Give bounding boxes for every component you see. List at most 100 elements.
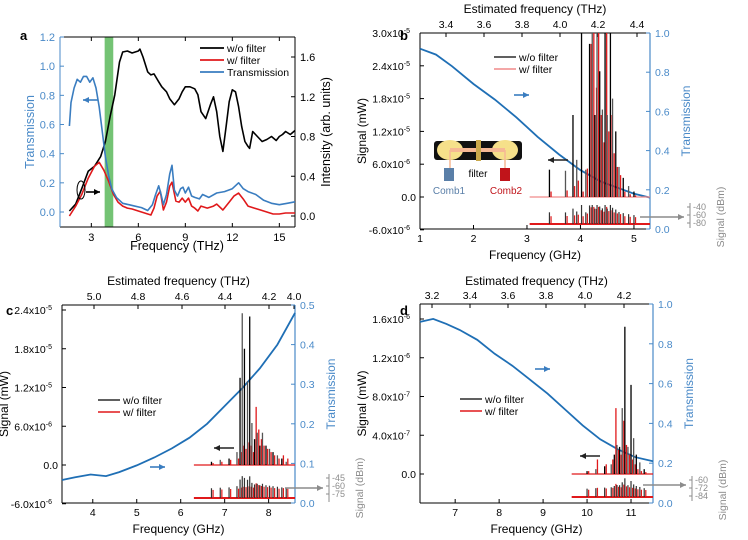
- legend-label: w/ filter: [226, 55, 261, 67]
- y-tick-label: 6.0x10-6: [372, 159, 410, 171]
- legend-label-w-filter: w/ filter: [122, 407, 157, 419]
- comb1-label: Comb1: [433, 186, 466, 197]
- y-tick-label: 1.2x10-5: [14, 383, 52, 395]
- top-tick-label: 3.2: [425, 290, 440, 302]
- y2-tick-label: 0.0: [300, 498, 315, 510]
- comb2-label: Comb2: [490, 186, 523, 197]
- arrow-right-transmission-head: [523, 92, 529, 98]
- arrow-right-intensity-head: [94, 189, 100, 195]
- y2-axis-title: Transmission: [679, 86, 693, 157]
- y-tick-label: 1.2: [40, 32, 55, 44]
- legend-label-w-filter: w/ filter: [484, 406, 519, 418]
- arrow-left-signal-head: [580, 453, 586, 459]
- y-tick-label: 0.2: [40, 178, 55, 190]
- arrow-right-transmission-head: [159, 464, 165, 470]
- x-tick-label: 5: [631, 233, 637, 245]
- legend-label: w/o filter: [226, 43, 267, 55]
- dbm-tick-label: -84: [695, 491, 708, 501]
- dbm-tick-label: -40: [693, 202, 706, 212]
- y-tick-label: 0.6: [40, 120, 55, 132]
- arrow-dbm-head: [678, 214, 684, 220]
- dbm-tick-label: -60: [695, 475, 708, 485]
- x-axis-title: Frequency (GHz): [490, 522, 582, 536]
- dbm-axis-title: Signal (dBm): [717, 460, 729, 521]
- y-tick-label: 6.0x10-6: [14, 421, 52, 433]
- y-tick-label: 0.0: [401, 469, 416, 481]
- y-tick-label: 3.0x10-5: [372, 28, 410, 40]
- arrow-left-transmission-head: [83, 97, 89, 103]
- y-tick-label: 1.6x10-6: [372, 314, 410, 326]
- x-tick-label: 7: [452, 507, 458, 519]
- x-tick-label: 9: [540, 507, 546, 519]
- x-tick-label: 15: [273, 232, 285, 244]
- top-tick-label: 4.6: [175, 291, 190, 303]
- dbm-axis-title: Signal (dBm): [715, 187, 727, 248]
- y-tick-label: 1.0: [40, 61, 55, 73]
- top-tick-label: 3.6: [477, 19, 492, 31]
- y-tick-label: 1.2x10-6: [372, 353, 410, 365]
- series-transmission: [68, 75, 296, 212]
- dbm-tick-label: -75: [332, 489, 345, 499]
- y2-tick-label: 0.4: [658, 418, 673, 430]
- x-tick-label: 1: [417, 233, 423, 245]
- y-tick-label: 0.4: [40, 149, 55, 161]
- y-axis-title: Signal (mW): [355, 98, 369, 164]
- x-tick-label: 2: [471, 233, 477, 245]
- filter-element: [476, 140, 481, 161]
- dbm-axis-title: Signal (dBm): [354, 458, 366, 519]
- panel-b: b 1 2 3 4 5 3.4 3.6 3.8 4.0 4.2 4.4 Estimated freque…: [355, 2, 727, 262]
- y-axis-title: Signal (mW): [355, 370, 369, 436]
- series-w--filter: [68, 161, 295, 217]
- y-tick-label: 0.0: [401, 192, 416, 204]
- top-axis-title: Estimated frequency (THz): [465, 274, 608, 288]
- top-tick-label: 4.2: [262, 291, 277, 303]
- y2-tick-label: 0.1: [300, 458, 315, 470]
- dbm-tick-label: -60: [332, 481, 345, 491]
- y2-axis-title: Intensity (arb. units): [319, 77, 333, 187]
- y2-tick-label: 0.2: [300, 419, 315, 431]
- y2-tick-label: 1.2: [300, 92, 315, 104]
- legend-label-wo-filter: w/o filter: [122, 395, 163, 407]
- y2-tick-label: 1.0: [655, 28, 670, 40]
- top-axis-title: Estimated frequency (THz): [464, 2, 607, 16]
- top-tick-label: 4.0: [287, 291, 302, 303]
- x-tick-label: 3: [88, 232, 94, 244]
- y2-tick-label: 1.0: [658, 299, 673, 311]
- panel-label: d: [400, 303, 408, 318]
- y-axis-title: Transmission: [23, 95, 37, 169]
- y2-tick-label: 0.0: [300, 211, 315, 223]
- highlight-band: [104, 37, 114, 227]
- y-tick-label: 1.8x10-5: [372, 94, 410, 106]
- x-tick-label: 9: [182, 232, 188, 244]
- transmission-curve: [419, 317, 654, 463]
- arrow-right-transmission-head: [544, 366, 550, 372]
- panel-a: a 3 6 9 12 15 0.0 0.2 0.4 0.6 0.8 1.0 1.2 0.0 0.4 0.8 1.…: [20, 28, 333, 253]
- transmission-curve: [61, 312, 296, 481]
- filter-label: filter: [469, 169, 489, 180]
- y2-tick-label: 0.0: [658, 498, 673, 510]
- y2-tick-label: 0.8: [658, 339, 673, 351]
- y2-tick-label: 0.2: [655, 185, 670, 197]
- y-tick-label: 0.8: [40, 90, 55, 102]
- y-axis-title: Signal (mW): [0, 371, 11, 437]
- top-tick-label: 4.8: [131, 291, 146, 303]
- comb1-icon: [444, 168, 454, 181]
- x-axis-title: Frequency (GHz): [489, 248, 581, 262]
- top-tick-label: 4.0: [578, 290, 593, 302]
- legend-label-wo-filter: w/o filter: [518, 52, 559, 64]
- arrow-dbm-head: [680, 482, 686, 488]
- top-tick-label: 4.0: [553, 19, 568, 31]
- series-w-o-filter: [68, 48, 296, 212]
- y2-tick-label: 0.6: [655, 106, 670, 118]
- y-tick-label: 1.8x10-5: [14, 344, 52, 356]
- top-tick-label: 3.6: [501, 290, 516, 302]
- y-tick-label: -6.0x10-6: [11, 499, 52, 511]
- comb2-icon: [500, 168, 510, 181]
- dbm-tick-label: -80: [693, 218, 706, 228]
- y-tick-label: 2.4x10-5: [14, 305, 52, 317]
- x-axis-title: Frequency (THz): [130, 239, 224, 253]
- y2-tick-label: 0.4: [300, 171, 315, 183]
- y2-tick-label: 0.2: [658, 458, 673, 470]
- x-tick-label: 6: [135, 232, 141, 244]
